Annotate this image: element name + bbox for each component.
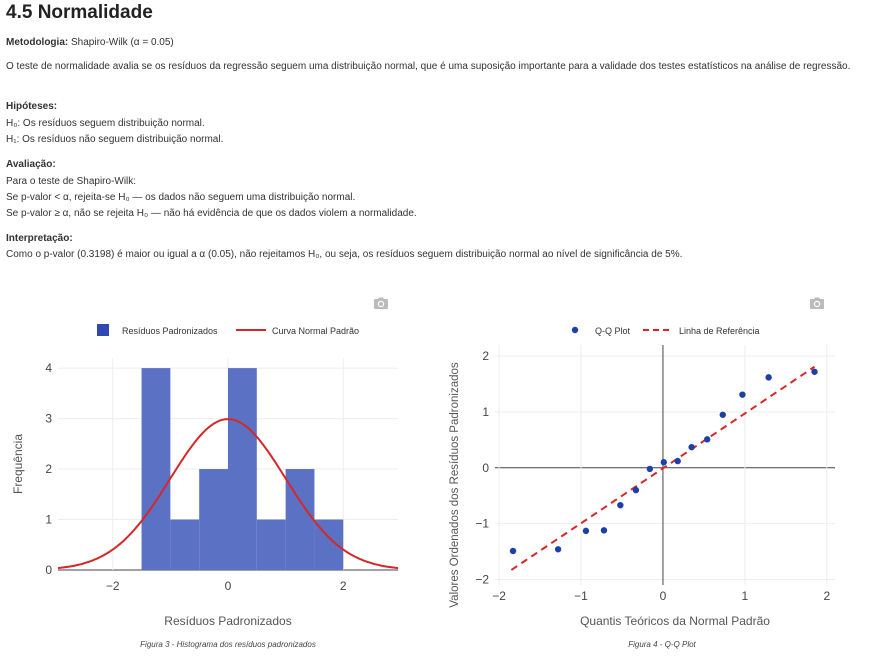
qq-point [765,374,772,381]
x-axis-title: Quantis Teóricos da Normal Padrão [580,614,770,628]
histogram-bar [256,519,286,570]
y-axis-title: Frequência [11,434,25,494]
legend-point-swatch [571,326,579,334]
interpretation-label: Interpretação: [6,233,73,244]
histogram-bar [199,469,228,570]
legend-refline-label: Linha de Referência [679,326,760,336]
evaluation-label: Avaliação: [6,159,56,170]
y-tick-label: 0 [45,563,52,577]
x-tick-label: −2 [492,589,506,603]
x-tick-label: 0 [660,589,667,603]
methodology-line: Metodologia: Shapiro-Wilk (α = 0.05) [6,35,866,51]
y-tick-label: −1 [475,517,489,531]
legend-curve-label: Curva Normal Padrão [272,326,359,336]
y-tick-label: 3 [45,412,52,426]
qq-point [739,391,746,398]
methodology-value: Shapiro-Wilk (α = 0.05) [71,37,174,48]
qq-point [674,457,681,465]
histogram-bar [141,368,171,570]
qq-chart: −2 −1 0 1 2 −2 −1 0 1 2 Quantis Teóricos da Normal… [440,288,873,658]
hypothesis-h0: H₀: Os resíduos seguem distribuição norm… [6,118,205,129]
y-tick-label: −2 [475,572,489,586]
section-title: 4.5 Normalidade [6,2,153,23]
x-tick-label: 2 [823,589,830,603]
evaluation-rule-accept: Se p-valor ≥ α, não se rejeita H₀ — não … [6,208,417,219]
qq-point [632,486,640,494]
y-tick-label: 1 [482,405,489,419]
evaluation-intro: Para o teste de Shapiro-Wilk: [6,176,137,187]
y-tick-label: 1 [45,513,52,527]
qq-point [617,501,624,509]
legend-point-label: Q-Q Plot [595,326,631,336]
hypothesis-h1: H₁: Os resíduos não seguem distribuição … [6,134,224,145]
qq-caption: Figura 4 - Q-Q Plot [628,640,696,649]
qq-point [509,547,517,555]
x-tick-label: −2 [106,579,120,593]
qq-svg: −2 −1 0 1 2 −2 −1 0 1 2 Quantis Teóricos da Normal… [449,326,835,628]
qq-point [719,411,726,418]
x-tick-label: −1 [574,589,588,603]
intro-paragraph: O teste de normalidade avalia se os resí… [6,61,851,72]
x-tick-label: 0 [225,579,232,593]
methodology-label: Metodologia: [6,37,69,48]
x-tick-label: 2 [340,579,347,593]
qq-point [646,465,654,473]
evaluation-rule-reject: Se p-valor < α, rejeita-se H₀ — os dados… [6,192,356,203]
hypotheses-label: Hipóteses: [6,101,58,112]
qq-point [582,527,590,535]
legend-bar-label: Resíduos Padronizados [122,326,218,336]
qq-point [600,527,608,534]
histogram-chart: 0 1 2 3 4 −2 0 2 Resíduos Padronizados Frequência… [0,288,420,658]
histogram-caption: Figura 3 - Histograma dos resíduos padro… [140,640,316,649]
y-tick-label: 0 [482,461,489,475]
histogram-bar [170,519,200,570]
x-tick-label: 1 [742,589,749,603]
qq-point [554,546,562,553]
legend-bar-swatch [97,324,109,336]
qq-point [688,443,695,451]
histogram-bar [228,368,257,570]
y-tick-label: 2 [482,349,489,363]
x-axis-title: Resíduos Padronizados [164,614,291,628]
qq-point [703,436,711,443]
y-tick-label: 4 [45,361,52,375]
camera-icon[interactable] [809,296,825,310]
histogram-svg: 0 1 2 3 4 −2 0 2 Resíduos Padronizados Frequência… [11,324,399,628]
reference-line [510,365,816,571]
camera-icon[interactable] [373,296,389,310]
qq-point [811,368,818,375]
y-axis-title: Valores Ordenados dos Resíduos Padroniza… [449,362,461,608]
interpretation-text: Como o p-valor (0.3198) é maior ou igual… [6,249,683,260]
normal-curve-line [57,418,399,570]
qq-point [660,459,667,466]
y-tick-label: 2 [45,462,52,476]
